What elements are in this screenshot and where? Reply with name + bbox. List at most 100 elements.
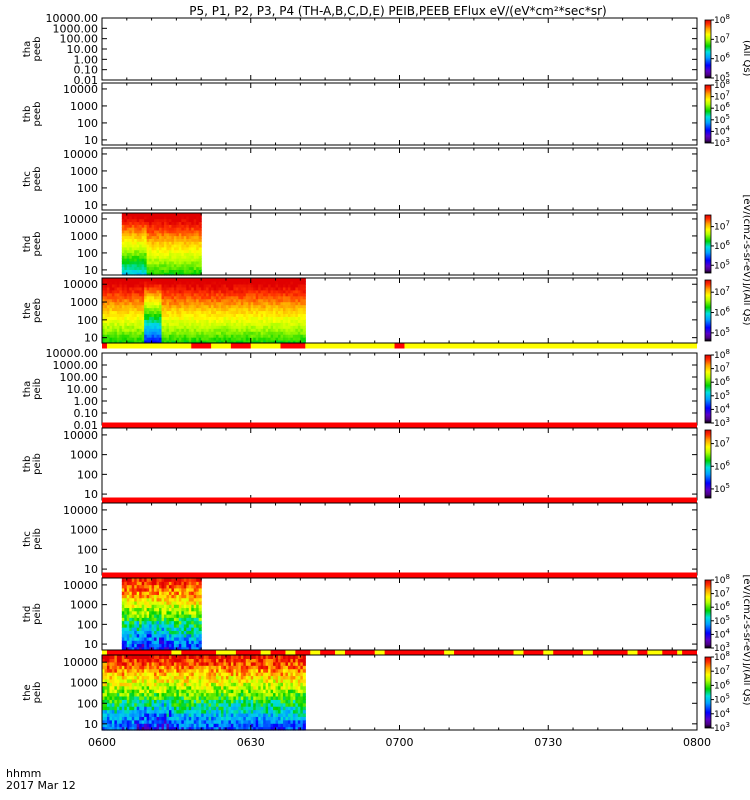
spectrogram-cell — [104, 655, 108, 660]
spectrogram-cell — [129, 712, 133, 717]
spectrogram-cell — [258, 289, 262, 294]
spectrogram-cell — [198, 227, 202, 231]
spectrogram-cell — [126, 213, 130, 217]
spectrogram-cell — [124, 221, 128, 225]
spectrogram-cell — [154, 633, 158, 638]
spectrogram-cell — [154, 286, 158, 291]
spectrogram-cell — [196, 712, 200, 717]
spectrogram-cell — [141, 310, 145, 315]
spectrogram-cell — [240, 278, 244, 282]
spectrogram-cell — [139, 706, 143, 711]
spectrogram-cell — [275, 319, 279, 323]
spectrogram-cell — [181, 249, 185, 254]
spectrogram-cell — [265, 316, 269, 320]
flag-bar-segment — [280, 343, 306, 349]
spectrogram-cell — [163, 665, 168, 670]
spectrogram-cell — [216, 702, 220, 707]
spectrogram-cell — [163, 678, 168, 683]
spectrogram-cell — [188, 712, 192, 717]
spectrogram-cell — [273, 340, 277, 344]
y-axis-label-product: peeb — [32, 298, 43, 323]
spectrogram-cell — [287, 301, 292, 306]
spectrogram-cell — [144, 578, 148, 582]
spectrogram-cell — [144, 695, 148, 700]
spectrogram-cell — [258, 301, 262, 306]
spectrogram-cell — [134, 620, 138, 625]
spectrogram-cell — [201, 719, 205, 724]
spectrogram-cell — [154, 218, 158, 223]
spectrogram-cell — [124, 706, 128, 711]
spectrogram-cell — [126, 331, 130, 335]
spectrogram-cell — [149, 298, 153, 303]
spectrogram-cell — [166, 682, 170, 687]
colorbar-tick-exponent: 7 — [725, 220, 729, 228]
spectrogram-cell — [208, 719, 212, 724]
spectrogram-cell — [228, 286, 232, 291]
spectrogram-cell — [139, 246, 143, 251]
spectrogram-cell — [154, 584, 158, 589]
spectrogram-cell — [111, 699, 115, 704]
spectrogram-cell — [121, 252, 125, 256]
spectrogram-cell — [265, 310, 269, 315]
spectrogram-cell — [295, 307, 299, 312]
spectrogram-cell — [181, 241, 185, 245]
spectrogram-cell — [141, 682, 145, 687]
spectrogram-cell — [146, 706, 150, 711]
spectrogram-cell — [181, 617, 185, 622]
spectrogram-cell — [166, 286, 170, 291]
spectrogram-cell — [206, 665, 210, 670]
spectrogram-cell — [116, 325, 120, 329]
spectrogram-cell — [126, 295, 130, 300]
spectrogram-cell — [154, 227, 158, 231]
spectrogram-cell — [260, 307, 264, 312]
spectrogram-cell — [273, 319, 277, 323]
spectrogram-cell — [139, 301, 143, 306]
spectrogram-cell — [136, 716, 140, 721]
spectrogram-cell — [181, 643, 185, 648]
spectrogram-cell — [216, 675, 220, 680]
spectrogram-cell — [161, 655, 165, 660]
spectrogram-cell — [178, 620, 182, 625]
flag-bar-segment — [260, 650, 271, 656]
spectrogram-cell — [134, 235, 138, 239]
spectrogram-cell — [176, 238, 180, 242]
spectrogram-cell — [201, 682, 205, 687]
spectrogram-cell — [206, 668, 210, 673]
spectrogram-cell — [193, 304, 197, 309]
spectrogram-cell — [168, 661, 173, 666]
spectrogram-cell — [146, 623, 150, 628]
spectrogram-cell — [176, 325, 180, 329]
spectrogram-cell — [146, 695, 150, 700]
spectrogram-cell — [114, 685, 118, 690]
spectrogram-cell — [129, 221, 133, 225]
spectrogram-cell — [168, 337, 173, 341]
spectrogram-cell — [126, 258, 130, 262]
spectrogram-cell — [114, 661, 118, 666]
spectrogram-cell — [146, 331, 150, 335]
spectrogram-cell — [121, 716, 125, 721]
spectrogram-cell — [263, 283, 267, 288]
spectrogram-cell — [201, 325, 205, 329]
spectrogram-cell — [136, 266, 140, 270]
spectrogram-cell — [141, 283, 145, 288]
spectrogram-cell — [201, 695, 205, 700]
spectrogram-cell — [178, 266, 182, 270]
spectrogram-cell — [104, 726, 108, 731]
spectrogram-cell — [161, 675, 165, 680]
spectrogram-cell — [176, 213, 180, 217]
spectrogram-cell — [121, 623, 125, 628]
spectrogram-cell — [183, 307, 187, 312]
spectrogram-cell — [198, 646, 202, 651]
spectrogram-cell — [225, 304, 230, 309]
spectrogram-cell — [213, 675, 217, 680]
spectrogram-cell — [129, 232, 133, 237]
spectrogram-cell — [186, 682, 190, 687]
spectrogram-cell — [121, 246, 125, 251]
spectrogram-cell — [161, 594, 165, 599]
spectrogram-cell — [136, 310, 140, 315]
spectrogram-cell — [159, 685, 163, 690]
spectrogram-cell — [260, 331, 264, 335]
spectrogram-cell — [186, 340, 190, 344]
spectrogram-cell — [253, 286, 257, 291]
spectrogram-cell — [183, 692, 187, 697]
